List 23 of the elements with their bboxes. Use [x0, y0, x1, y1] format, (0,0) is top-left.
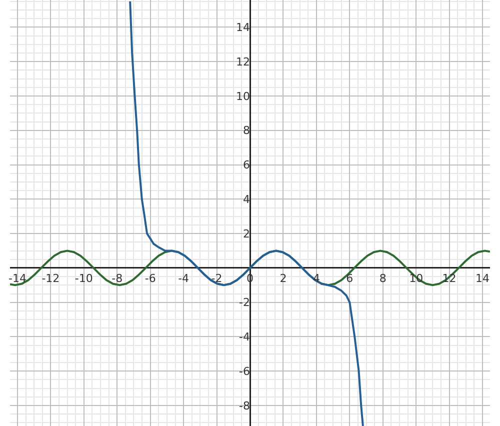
x-tick-label: -8 — [112, 272, 123, 285]
line-series — [129, 0, 364, 426]
y-tick-label: 8 — [243, 124, 250, 138]
y-tick-label: -4 — [239, 330, 250, 344]
x-tick-label: -14 — [8, 272, 26, 285]
y-tick-label: 4 — [243, 193, 250, 206]
y-tick-label: 2 — [243, 227, 250, 240]
y-tick-label: 10 — [236, 90, 250, 103]
y-tick-label: -6 — [239, 364, 250, 378]
x-tick-label: 14 — [476, 272, 490, 285]
x-tick-label: -4 — [178, 272, 190, 285]
y-tick-label: -2 — [239, 296, 250, 310]
x-tick-label: -12 — [42, 272, 60, 285]
y-tick-label: 6 — [243, 158, 250, 172]
x-tick-label: 8 — [379, 272, 386, 285]
x-tick-label: -6 — [144, 272, 156, 285]
y-tick-label: -8 — [239, 399, 250, 412]
x-tick-label: 6 — [346, 272, 354, 285]
x-tick-label: 2 — [280, 272, 287, 285]
y-tick-label: 14 — [236, 21, 250, 34]
y-tick-label: 12 — [236, 55, 250, 68]
x-tick-label: -10 — [74, 272, 93, 285]
x-tick-label: -2 — [211, 272, 222, 285]
